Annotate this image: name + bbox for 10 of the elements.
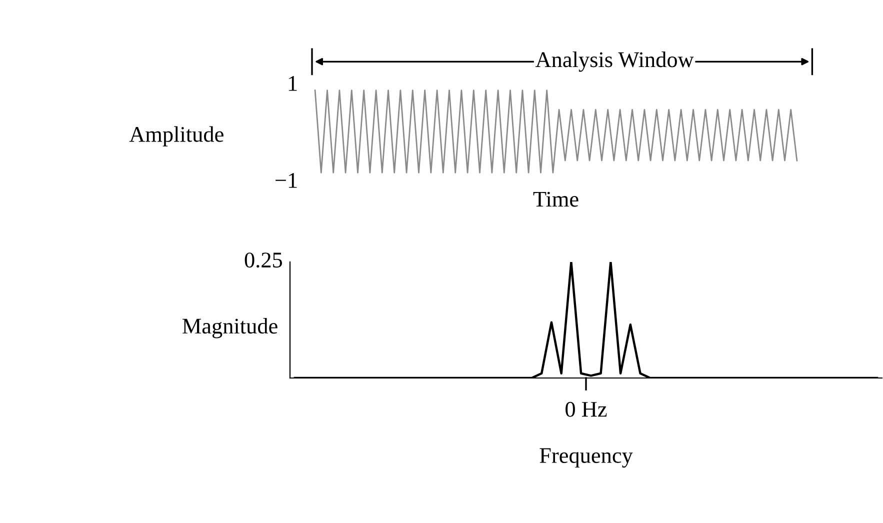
- text: 0 Hz: [566, 402, 607, 417]
- y-tick-label: −1: [276, 173, 297, 188]
- x-axis-title: Time: [533, 192, 578, 207]
- y-axis-title: Magnitude: [182, 318, 278, 338]
- x-axis-title: Frequency: [540, 448, 633, 468]
- y-tick-label: 1: [288, 76, 297, 91]
- y-axis-title: Amplitude: [129, 126, 224, 146]
- chart-title: Analysis Window: [535, 52, 694, 72]
- text: 0.25: [244, 252, 282, 268]
- line-series: [314, 90, 798, 174]
